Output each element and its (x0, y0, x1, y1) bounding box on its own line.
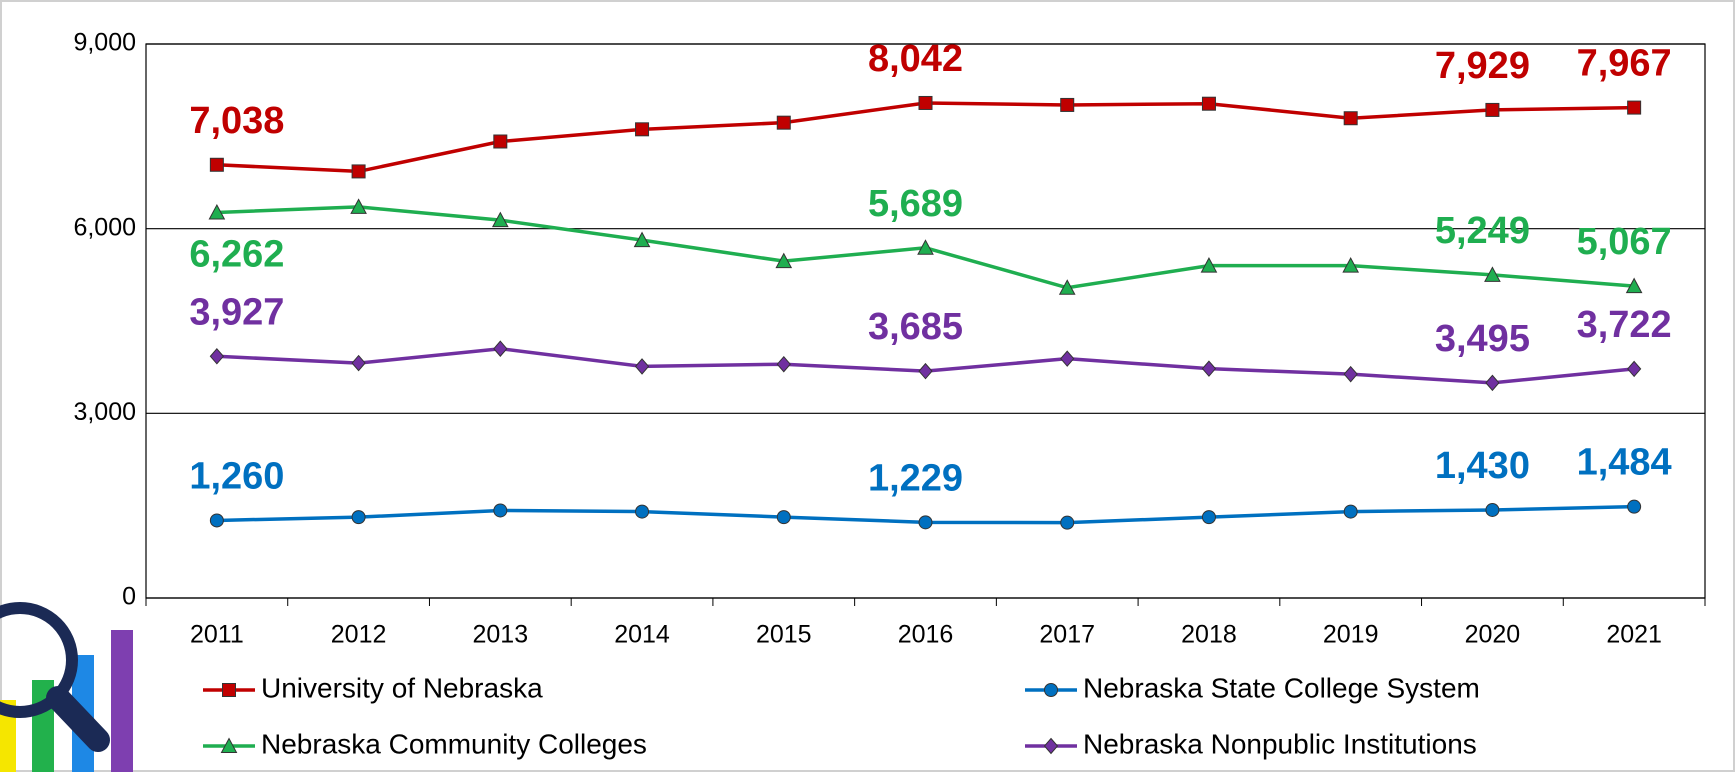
value-label: 1,229 (868, 457, 963, 499)
value-label: 7,929 (1435, 45, 1530, 87)
value-label: 1,260 (189, 455, 284, 497)
marker (918, 95, 933, 110)
value-label: 5,689 (868, 183, 963, 225)
x-tick-label: 2015 (756, 621, 812, 649)
marker (1200, 257, 1218, 273)
marker (775, 252, 793, 269)
marker (493, 340, 508, 357)
legend-label: Nebraska Community Colleges (261, 728, 647, 759)
marker (1201, 96, 1216, 111)
x-tick-label: 2012 (331, 621, 387, 649)
marker (350, 198, 367, 214)
marker (1485, 502, 1500, 517)
marker (1485, 374, 1500, 392)
y-tick-label: 6,000 (73, 213, 136, 241)
x-tick-label: 2016 (898, 621, 954, 649)
x-tick-label: 2019 (1323, 621, 1379, 649)
x-tick-label: 2017 (1039, 621, 1095, 649)
marker (634, 358, 650, 375)
marker (208, 203, 226, 220)
x-tick-label: 2011 (190, 621, 244, 649)
marker (351, 164, 366, 179)
marker (1060, 350, 1075, 367)
logo-icon (0, 602, 133, 772)
marker (1626, 360, 1642, 378)
marker (1627, 100, 1642, 115)
marker (1343, 504, 1358, 519)
marker (1043, 737, 1059, 755)
legend-label: Nebraska State College System (1083, 672, 1480, 703)
marker (1627, 499, 1642, 514)
marker (351, 354, 366, 372)
marker (1343, 365, 1358, 383)
marker (776, 355, 791, 373)
legend-label: University of Nebraska (261, 672, 543, 703)
value-label: 7,967 (1577, 43, 1672, 85)
x-tick-label: 2020 (1465, 621, 1521, 649)
x-tick-label: 2018 (1181, 621, 1237, 649)
marker (493, 503, 508, 518)
marker (633, 231, 651, 248)
marker (209, 348, 225, 365)
marker (1201, 510, 1216, 525)
value-label: 1,484 (1577, 442, 1672, 484)
value-label: 3,722 (1577, 304, 1672, 346)
marker (1201, 360, 1217, 377)
marker (776, 115, 791, 130)
x-tick-label: 2013 (473, 621, 529, 649)
value-label: 5,067 (1577, 221, 1672, 263)
marker (1058, 279, 1076, 295)
marker (918, 362, 933, 380)
marker (1060, 515, 1075, 530)
marker (635, 122, 650, 137)
marker (220, 737, 238, 753)
value-label: 8,042 (868, 38, 963, 80)
legend-label: Nebraska Nonpublic Institutions (1083, 728, 1477, 759)
marker (209, 513, 224, 528)
marker (1044, 683, 1058, 697)
y-tick-label: 9,000 (73, 29, 136, 57)
marker (493, 134, 508, 149)
marker (776, 510, 791, 525)
marker (1625, 277, 1643, 294)
marker (1485, 102, 1500, 117)
value-label: 1,430 (1435, 445, 1530, 487)
marker (351, 510, 366, 525)
marker (917, 239, 934, 255)
marker (209, 157, 224, 172)
marker (918, 515, 933, 530)
value-label: 3,495 (1435, 318, 1530, 360)
marker (1484, 266, 1501, 282)
y-tick-label: 0 (122, 583, 136, 611)
value-label: 3,685 (868, 306, 963, 348)
value-label: 7,038 (189, 100, 284, 142)
marker (222, 683, 236, 697)
marker (1343, 111, 1358, 126)
marker (1342, 257, 1360, 273)
value-label: 6,262 (189, 234, 284, 276)
x-tick-label: 2021 (1606, 621, 1662, 649)
series-line (216, 101, 1635, 174)
value-label: 3,927 (189, 291, 284, 333)
marker (635, 504, 650, 519)
value-label: 5,249 (1435, 210, 1530, 252)
marker (491, 211, 509, 228)
marker (1060, 97, 1075, 112)
y-tick-label: 3,000 (73, 398, 136, 426)
x-tick-label: 2014 (614, 621, 670, 649)
